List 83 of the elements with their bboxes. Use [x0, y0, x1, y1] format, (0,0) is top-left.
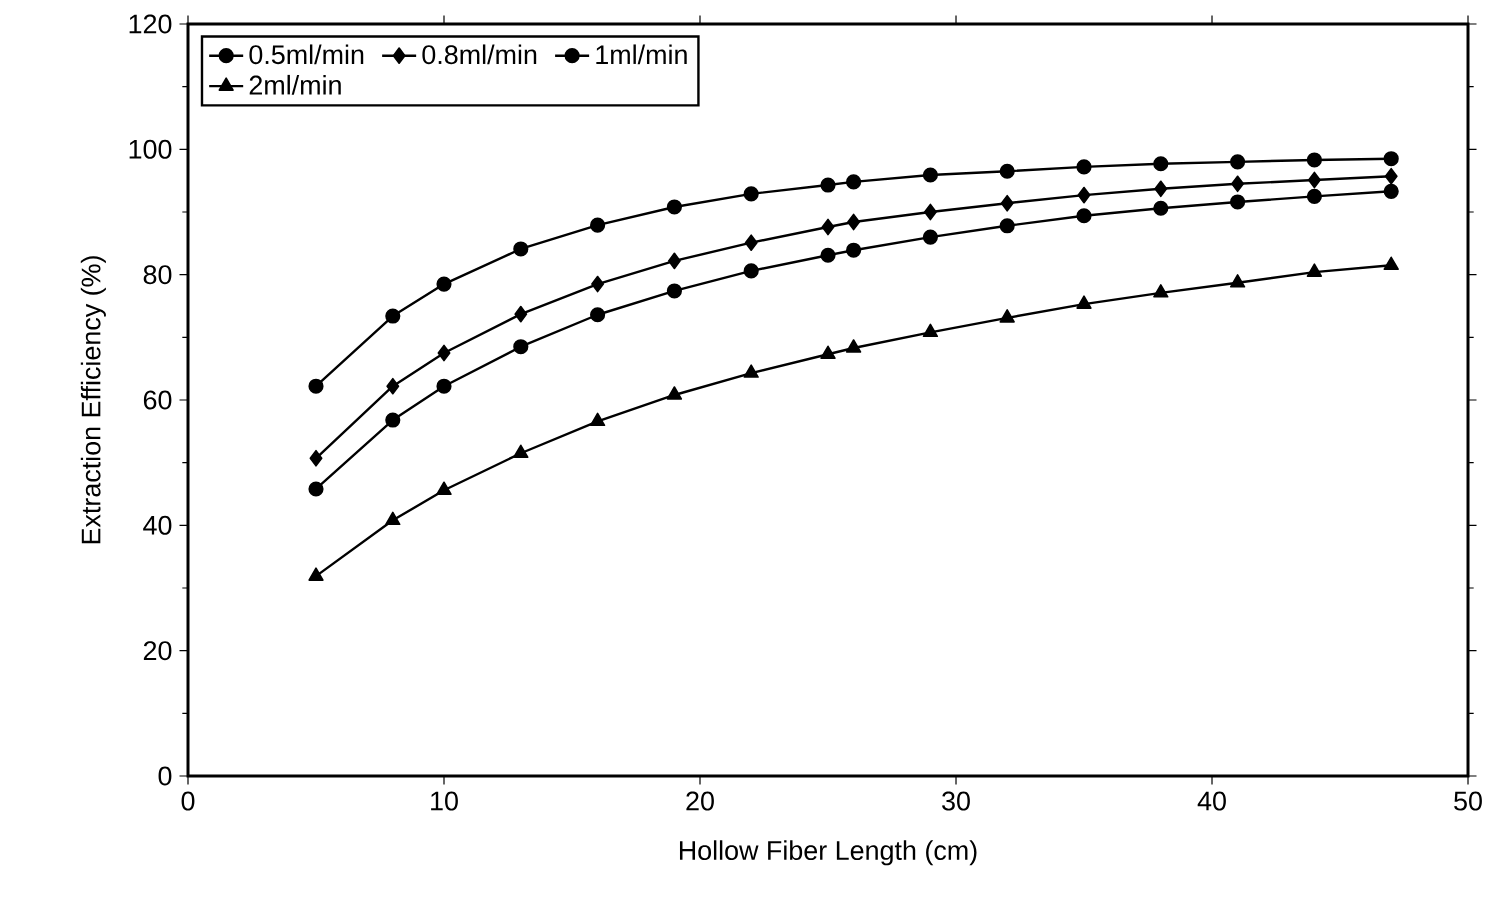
- point: [513, 339, 529, 355]
- point: [308, 378, 324, 394]
- point: [847, 213, 861, 231]
- x-tick-label: 40: [1197, 791, 1226, 811]
- point: [666, 283, 682, 299]
- point: [743, 364, 759, 378]
- point: [513, 241, 529, 257]
- legend-label: 0.8ml/min: [422, 44, 537, 65]
- point: [1153, 284, 1169, 298]
- point: [1076, 208, 1092, 224]
- y-axis-title: Extraction Efficiency (%): [80, 256, 106, 544]
- point: [666, 199, 682, 215]
- point: [436, 378, 452, 394]
- point: [1307, 171, 1321, 189]
- point: [846, 174, 862, 190]
- point: [1000, 194, 1014, 212]
- point: [1076, 295, 1092, 309]
- point: [1230, 194, 1246, 210]
- point: [1076, 159, 1092, 175]
- point: [820, 345, 836, 360]
- point: [436, 276, 452, 292]
- point: [591, 275, 605, 293]
- point: [590, 307, 606, 323]
- point: [999, 309, 1015, 323]
- point: [845, 339, 862, 353]
- x-tick-label: 10: [431, 791, 458, 811]
- point: [1077, 186, 1091, 204]
- point: [385, 412, 401, 428]
- point: [436, 481, 452, 496]
- point: [308, 481, 324, 497]
- point: [1154, 180, 1168, 198]
- point: [514, 305, 528, 323]
- point: [1384, 167, 1398, 185]
- point: [743, 186, 759, 202]
- point: [1229, 274, 1246, 288]
- y-tick-label: 40: [143, 515, 172, 535]
- y-tick-label: 60: [143, 390, 172, 410]
- point: [589, 412, 606, 427]
- point: [1153, 156, 1169, 172]
- point: [666, 386, 683, 400]
- point: [1383, 151, 1399, 167]
- point: [999, 218, 1015, 234]
- point: [1383, 183, 1399, 199]
- legend-label: 1ml/min: [596, 44, 687, 65]
- point: [1306, 152, 1322, 168]
- point: [1383, 256, 1399, 271]
- x-axis-title: Hollow Fiber Length (cm): [679, 840, 977, 866]
- legend-label: 0.5ml/min: [249, 44, 364, 65]
- legend-label: 2ml/min: [249, 74, 341, 95]
- point: [590, 217, 606, 233]
- point: [821, 218, 835, 236]
- point: [309, 449, 323, 467]
- point: [1231, 175, 1245, 193]
- y-tick-label: 120: [129, 14, 172, 34]
- point: [744, 234, 758, 252]
- point: [923, 203, 937, 221]
- point: [922, 323, 939, 338]
- point: [385, 511, 401, 526]
- point: [820, 177, 836, 193]
- point: [1153, 200, 1169, 216]
- y-tick-label: 20: [143, 641, 172, 661]
- point: [743, 263, 759, 279]
- x-tick-label: 30: [942, 791, 970, 811]
- point: [1306, 188, 1322, 204]
- point: [846, 242, 862, 258]
- point: [667, 252, 681, 270]
- point: [1306, 263, 1323, 277]
- point: [922, 229, 938, 245]
- point: [513, 444, 529, 459]
- y-tick-label: 0: [158, 766, 172, 786]
- y-tick-label: 80: [143, 265, 172, 285]
- point: [922, 167, 938, 183]
- y-tick-label: 100: [129, 139, 172, 159]
- x-tick-label: 20: [686, 791, 714, 811]
- point: [1230, 154, 1246, 170]
- point: [999, 163, 1015, 179]
- point: [385, 308, 401, 324]
- point: [820, 247, 836, 263]
- point: [386, 377, 400, 395]
- x-tick-label: 0: [181, 791, 195, 811]
- point: [308, 567, 324, 581]
- x-tick-label: 50: [1454, 791, 1482, 811]
- point: [437, 344, 451, 362]
